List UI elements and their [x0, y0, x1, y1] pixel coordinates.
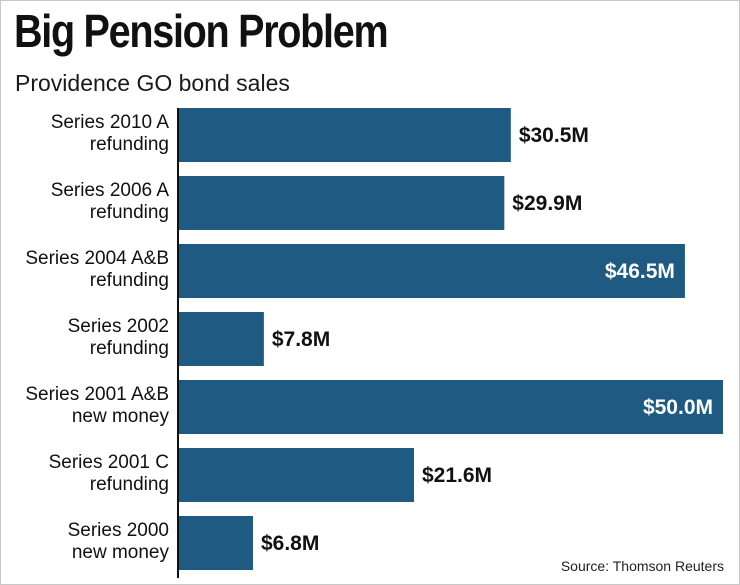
value-label: $50.0M: [643, 396, 713, 419]
bar: [179, 244, 685, 298]
bar: [179, 312, 264, 366]
bar: [179, 108, 511, 162]
category-label: Series 2001 A&B new money: [25, 384, 169, 427]
bar: [179, 380, 723, 434]
category-axis-line: [177, 108, 179, 578]
value-label: $7.8M: [272, 328, 330, 351]
value-label: $29.9M: [512, 192, 582, 215]
chart-subtitle: Providence GO bond sales: [15, 70, 290, 96]
category-label: Series 2004 A&B refunding: [25, 248, 169, 291]
category-label: Series 2002 refunding: [68, 316, 169, 359]
value-label: $30.5M: [519, 124, 589, 147]
value-label: $6.8M: [261, 532, 319, 555]
bar: [179, 516, 253, 570]
value-label: $46.5M: [605, 260, 675, 283]
source-note: Source: Thomson Reuters: [560, 558, 724, 574]
value-label: $21.6M: [422, 464, 492, 487]
chart-title: Big Pension Problem: [14, 5, 389, 57]
category-label: Series 2000 new money: [68, 520, 170, 563]
bar: [179, 176, 505, 230]
bar: [179, 448, 415, 502]
